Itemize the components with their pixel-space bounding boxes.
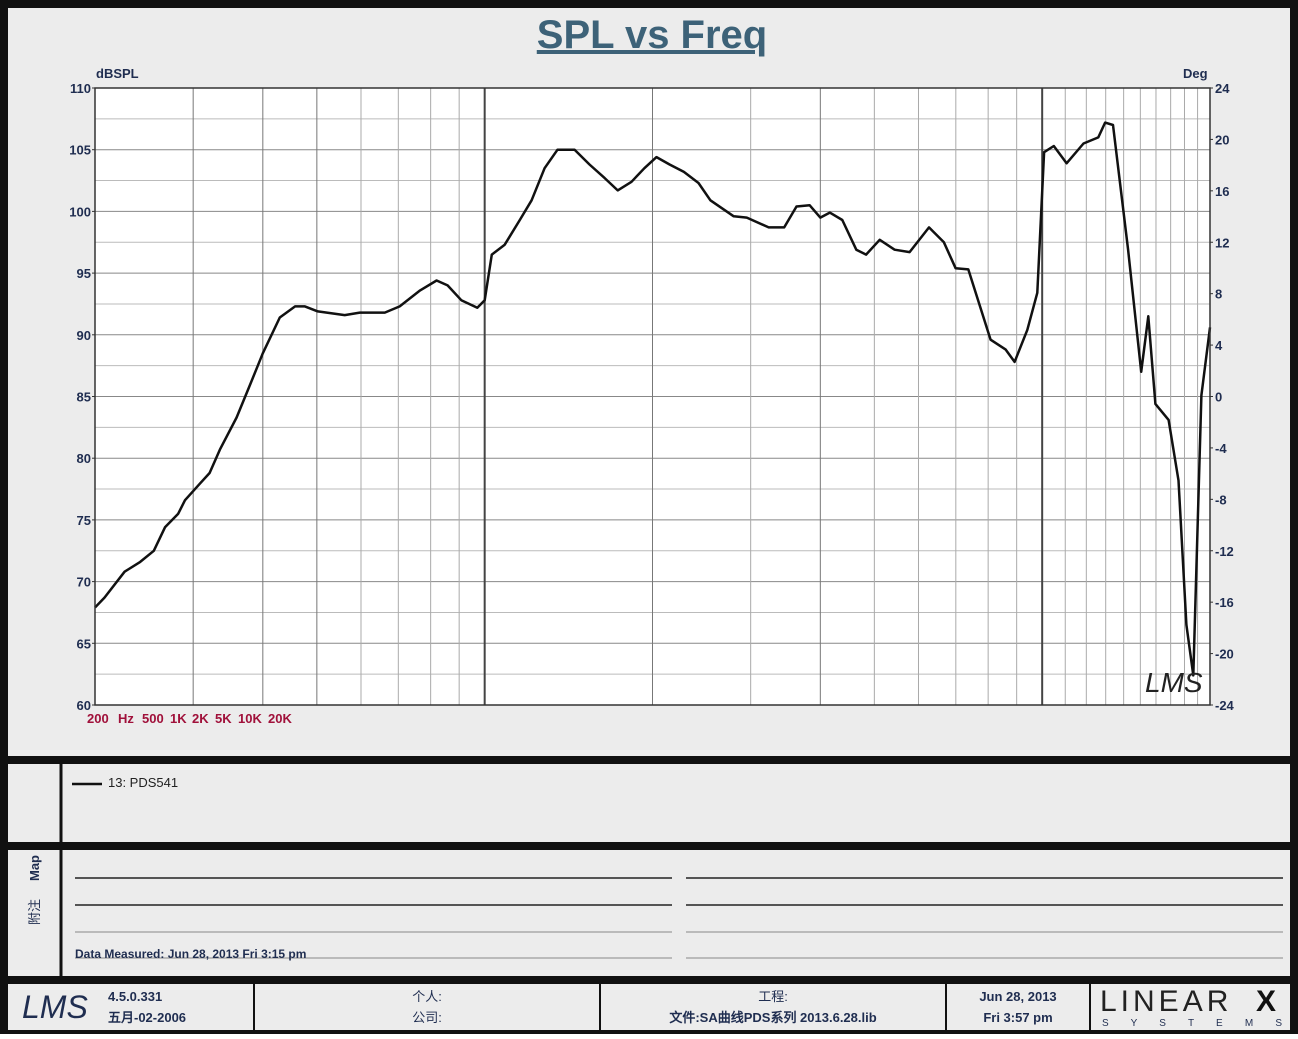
y2-axis-label: Deg xyxy=(1183,66,1208,81)
y2-tick-label: -16 xyxy=(1215,595,1234,610)
side-label: Map xyxy=(27,855,42,881)
y2-tick-label: 20 xyxy=(1215,132,1229,147)
y2-tick-label: -8 xyxy=(1215,492,1227,507)
y2-tick-label: -20 xyxy=(1215,647,1234,662)
y2-tick-label: -4 xyxy=(1215,441,1227,456)
y-tick-label: 65 xyxy=(77,636,91,651)
version: 4.5.0.331 xyxy=(108,989,162,1004)
y-tick-label: 85 xyxy=(77,390,91,405)
y2-tick-label: -24 xyxy=(1215,698,1235,713)
y-tick-label: 70 xyxy=(77,575,91,590)
y-axis-label: dBSPL xyxy=(96,66,139,81)
y-tick-label: 75 xyxy=(77,513,91,528)
plot-border xyxy=(94,87,1211,706)
side-label: 附注 xyxy=(27,899,42,925)
person: 个人: xyxy=(412,989,442,1004)
brand-x: X xyxy=(1256,985,1276,1018)
y2-tick-label: 24 xyxy=(1215,81,1230,96)
y-tick-label: 80 xyxy=(77,451,91,466)
brand: LINEAR xyxy=(1100,985,1232,1018)
x-tick-label: 200 xyxy=(87,711,109,726)
x-tick-label: 500 xyxy=(142,711,164,726)
y2-tick-label: 16 xyxy=(1215,184,1229,199)
file: 文件:SA曲线PDS系列 2013.6.28.lib xyxy=(669,1010,876,1025)
y2-tick-label: 12 xyxy=(1215,235,1229,250)
measured-date: Data Measured: Jun 28, 2013 Fri 3:15 pm xyxy=(75,947,306,961)
y-tick-label: 90 xyxy=(77,328,91,343)
y-tick-label: 105 xyxy=(69,143,91,158)
project: 工程: xyxy=(758,989,788,1004)
y2-tick-label: -12 xyxy=(1215,544,1234,559)
y-tick-label: 100 xyxy=(69,204,91,219)
y-tick-label: 95 xyxy=(77,266,91,281)
x-tick-label: 10K xyxy=(238,711,262,726)
series-line xyxy=(94,121,1212,677)
footer-date: Jun 28, 2013 xyxy=(979,989,1056,1004)
footer-time: Fri 3:57 pm xyxy=(983,1010,1052,1025)
y2-tick-label: 8 xyxy=(1215,287,1222,302)
note-lines xyxy=(75,877,1283,959)
footer-panel xyxy=(8,984,1290,1030)
x-tick-label: 2K xyxy=(192,711,209,726)
x-tick-label: Hz xyxy=(118,711,134,726)
company: 公司: xyxy=(412,1010,442,1025)
marks xyxy=(94,121,1212,677)
y-tick-label: 110 xyxy=(70,81,91,96)
y2-tick-label: 4 xyxy=(1215,338,1223,353)
y2-tick-label: 0 xyxy=(1215,390,1222,405)
legend-label: 13: PDS541 xyxy=(108,775,178,790)
x-tick-label: 5K xyxy=(215,711,232,726)
y-tick-label: 60 xyxy=(77,698,91,713)
version-date: 五月-02-2006 xyxy=(108,1010,186,1025)
x-tick-label: 1K xyxy=(170,711,187,726)
brand-sub: S Y S T E M S xyxy=(1102,1018,1282,1029)
notes-panel xyxy=(8,850,1290,976)
x-tick-label: 20K xyxy=(268,711,292,726)
footer-dividers xyxy=(253,984,1091,1030)
legend-panel xyxy=(8,764,1290,842)
chart-title: SPL vs Freq xyxy=(537,13,767,57)
footer-logo: LMS xyxy=(22,989,88,1025)
watermark: LMS xyxy=(1145,667,1203,698)
